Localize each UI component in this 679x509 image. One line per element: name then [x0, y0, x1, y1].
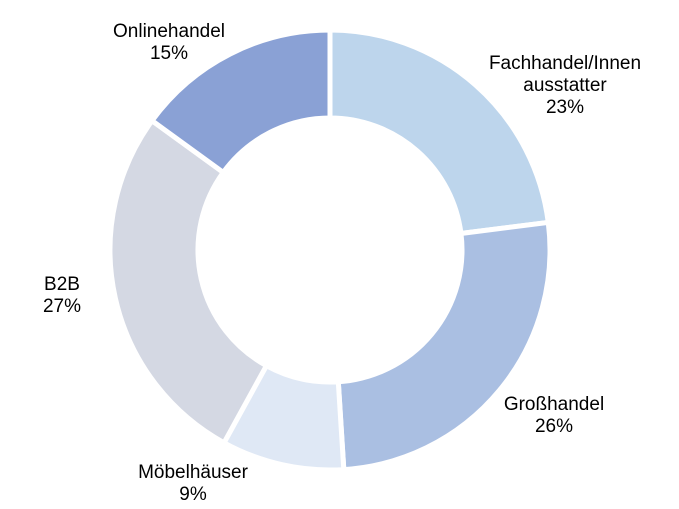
segment-label-grosshandel: Großhandel 26%: [503, 394, 605, 437]
segment-label-onlinehandel: Onlinehandel 15%: [113, 21, 225, 64]
slice-grosshandel: [335, 219, 553, 473]
segment-label-fachhandel-innenausstatter: Fachhandel/Innen ausstatter 23%: [488, 53, 642, 118]
donut-slices: [107, 27, 553, 473]
segment-label-b2b: B2B 27%: [42, 274, 82, 317]
slice-fachhandel-innenausstatter: [327, 27, 552, 237]
slice-b2b: [107, 117, 270, 447]
slice-onlinehandel: [148, 27, 333, 176]
segment-label-moebelhaeuser: Möbelhäuser 9%: [138, 462, 248, 505]
